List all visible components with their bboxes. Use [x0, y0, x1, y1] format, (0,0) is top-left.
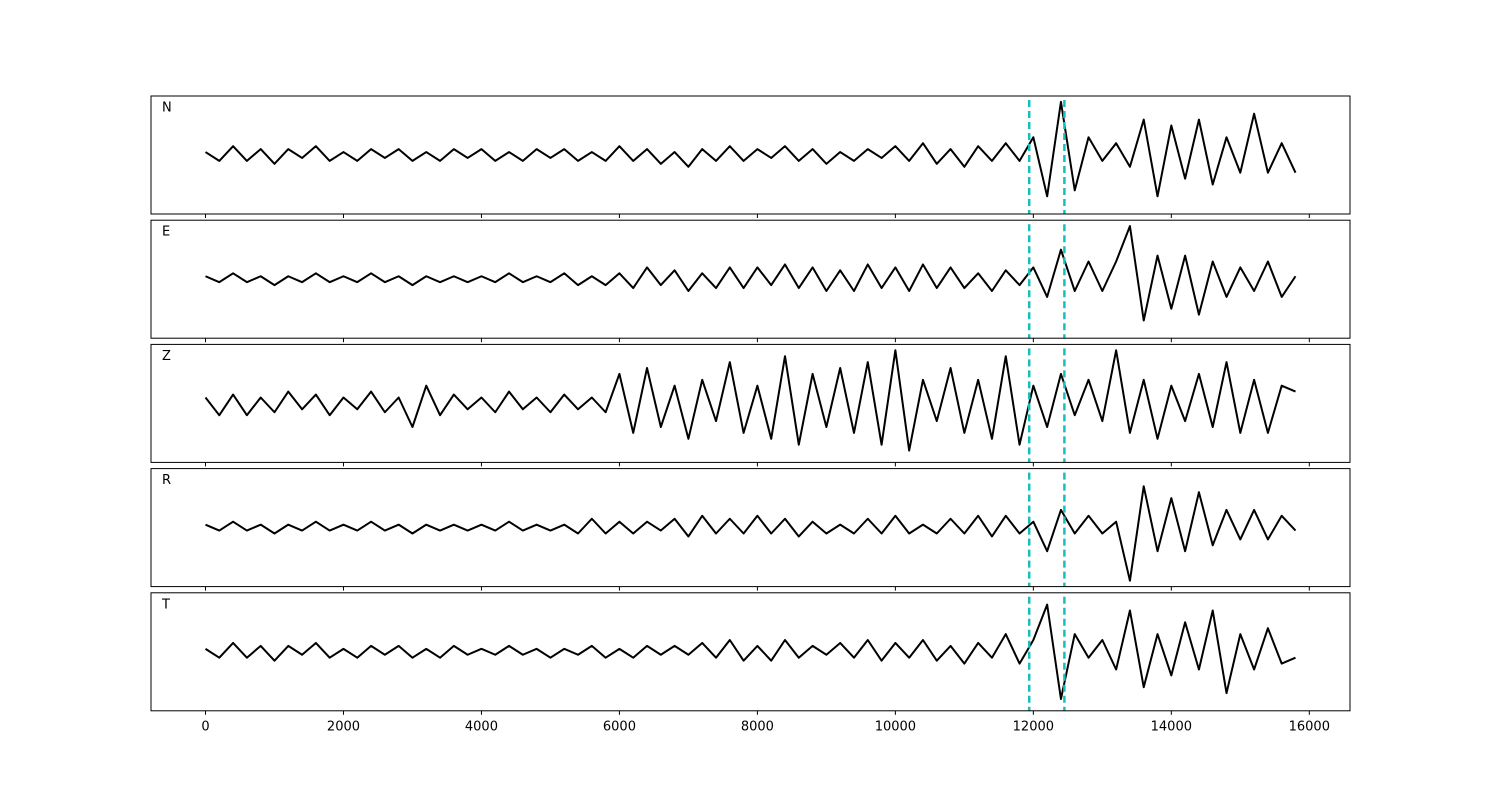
panel-frame	[150, 592, 1351, 712]
x-tick-label: 2000	[327, 719, 360, 734]
panel-frame	[150, 219, 1351, 339]
panel-frame	[150, 95, 1351, 215]
waveform	[205, 485, 1297, 582]
panel-label: Z	[162, 349, 171, 364]
panel-label: R	[162, 473, 171, 488]
x-tick-label: 0	[201, 719, 209, 734]
panel-label: T	[161, 597, 170, 612]
panel-label: N	[162, 101, 172, 116]
x-tick-label: 4000	[465, 719, 498, 734]
panel-label: E	[162, 225, 170, 240]
x-tick-label: 6000	[603, 719, 636, 734]
waveform	[204, 100, 1297, 198]
panel-frame	[150, 343, 1351, 463]
x-tick-label: 8000	[741, 719, 774, 734]
panel-frame	[150, 468, 1351, 588]
x-tick-label: 10000	[875, 719, 916, 734]
waveform	[204, 349, 1296, 452]
x-tick-label: 14000	[1151, 719, 1192, 734]
waveform	[205, 225, 1297, 322]
x-tick-label: 12000	[1013, 719, 1054, 734]
waveform	[204, 603, 1296, 700]
x-tick-label: 16000	[1289, 719, 1330, 734]
